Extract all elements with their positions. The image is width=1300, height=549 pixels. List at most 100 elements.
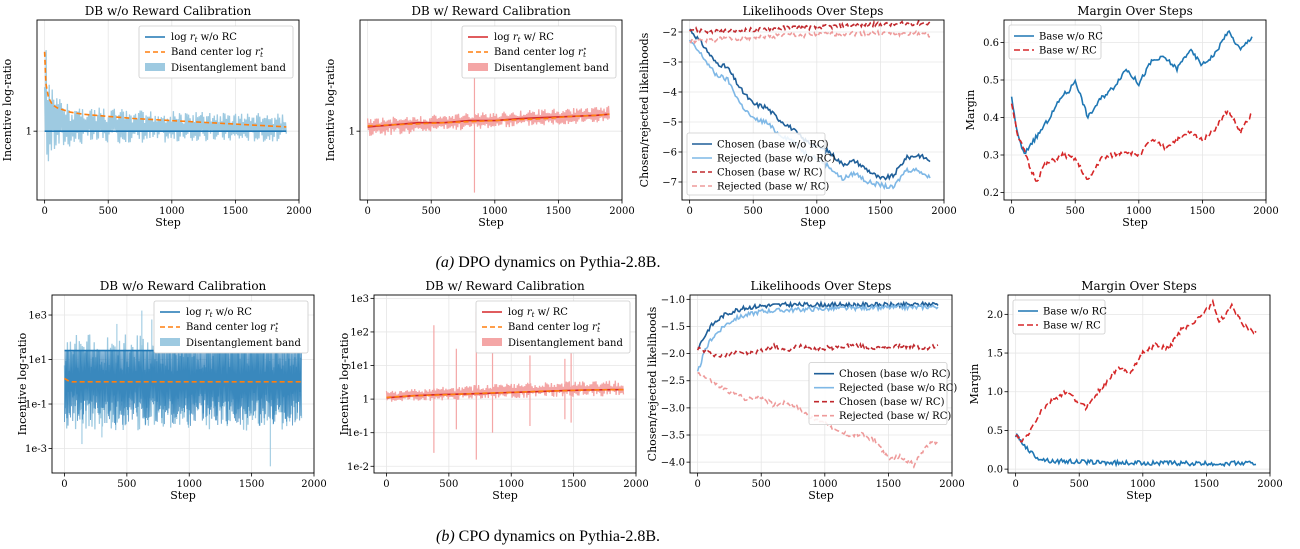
x-tick-label: 500 — [117, 479, 136, 490]
legend: Base w/o RC Base w/ RC — [1012, 299, 1107, 335]
disentanglement-band — [385, 380, 625, 402]
x-tick-label: 0 — [686, 206, 692, 217]
x-tick-label: 2000 — [623, 479, 648, 490]
x-tick-label: 0 — [694, 479, 700, 490]
y-tick-label: 1.5 — [987, 349, 1003, 360]
y-axis-label: Incentive log-ratio — [16, 332, 29, 435]
y-tick-label: 2.0 — [987, 310, 1003, 321]
y-tick-label: −1.0 — [661, 295, 685, 306]
x-tick-label: 1500 — [876, 479, 901, 490]
x-tick-label: 2000 — [939, 479, 964, 490]
x-tick-label: 0 — [383, 479, 389, 490]
x-axis-label: Step — [800, 216, 826, 229]
y-tick-label: 1e1 — [350, 361, 369, 372]
y-tick-label: −1.5 — [661, 322, 685, 333]
x-tick-label: 1000 — [499, 479, 524, 490]
y-tick-label: 0.6 — [983, 38, 999, 49]
legend-entry: Base w/ RC — [1043, 321, 1101, 332]
band-center-line — [367, 113, 610, 127]
x-tick-label: 1500 — [1194, 479, 1219, 490]
x-tick-label: 500 — [439, 479, 458, 490]
caption-b: (b) CPO dynamics on Pythia-2.8B. — [436, 528, 660, 545]
legend-entry: Rejected (base w/o RC) — [717, 154, 835, 165]
y-tick-label: −2.0 — [661, 349, 685, 360]
series-line-1 — [1015, 298, 1257, 443]
x-axis-label: Step — [170, 489, 196, 502]
legend-entry: Chosen (base w/o RC) — [717, 140, 829, 151]
legend-entry-log-rt: log rt w/ RC — [508, 307, 568, 319]
axes-frame — [51, 294, 315, 474]
x-axis-label: Step — [155, 216, 181, 229]
legend-entry-band: Disentanglement band — [508, 338, 623, 349]
y-tick-label: −3.0 — [661, 403, 685, 414]
y-tick-label: 1e-3 — [25, 444, 47, 455]
y-tick-label: −3.5 — [661, 431, 685, 442]
y-tick-label: −4 — [662, 88, 677, 99]
y-axis-label: Margin — [968, 364, 981, 405]
y-tick-label: 0.0 — [987, 465, 1003, 476]
chart-b4: Base w/o RC Base w/ RC 0 500 1000 1500 2000 0.0… — [968, 279, 1283, 502]
series-line-2 — [696, 341, 939, 358]
x-tick-label: 0 — [41, 206, 47, 217]
legend-entry: Rejected (base w/o RC) — [839, 383, 957, 394]
y-tick-label: 1.0 — [987, 387, 1003, 398]
y-tick-label: 0.4 — [983, 113, 999, 124]
y-axis-label: Chosen/rejected likelihoods — [646, 306, 659, 461]
y-tick-label: 0.3 — [983, 151, 999, 162]
x-tick-label: 1500 — [1190, 206, 1215, 217]
y-tick-label: 1e3 — [350, 294, 369, 305]
legend-entry: Base w/o RC — [1043, 307, 1107, 318]
chart-title: DB w/o Reward Calibration — [85, 4, 252, 18]
x-tick-label: 0 — [1012, 479, 1018, 490]
y-axis-label: Chosen/rejected likelihoods — [638, 32, 651, 187]
chart-title: Margin Over Steps — [1077, 4, 1193, 18]
x-tick-label: 1000 — [177, 479, 202, 490]
chart-title: Margin Over Steps — [1081, 279, 1197, 293]
series-line-0 — [1010, 29, 1253, 155]
chart-a4: Base w/o RC Base w/ RC 0 500 1000 1500 2000 0.2… — [964, 4, 1279, 229]
y-tick-label: −2 — [662, 28, 677, 39]
axes-frame — [681, 19, 945, 201]
x-tick-label: 2000 — [286, 206, 311, 217]
y-tick-label: 1e-1 — [347, 428, 369, 439]
legend-entry: Base w/ RC — [1039, 46, 1097, 57]
legend-entry: Chosen (base w/ RC) — [839, 397, 945, 408]
y-tick-label: 1 — [349, 127, 355, 138]
x-tick-label: 1500 — [868, 206, 893, 217]
x-tick-label: 1000 — [1126, 206, 1151, 217]
legend-entry-log-rt: log rt w/o RC — [186, 307, 252, 319]
x-tick-label: 1000 — [482, 206, 507, 217]
y-tick-label: 1 — [26, 127, 32, 138]
y-axis-label: Incentive log-ratio — [1, 58, 14, 161]
chart-title: DB w/o Reward Calibration — [100, 279, 267, 293]
axes-frame — [373, 294, 637, 474]
axes-frame — [359, 19, 623, 201]
y-tick-label: 1e2 — [350, 327, 369, 338]
x-tick-label: 2000 — [301, 479, 326, 490]
x-axis-label: Step — [492, 489, 518, 502]
legend: Chosen (base w/o RC) Rejected (base w/o R… — [686, 132, 835, 196]
chart-title: Likelihoods Over Steps — [743, 4, 884, 18]
legend-entry: Base w/o RC — [1039, 32, 1103, 43]
disentanglement-band — [366, 105, 610, 136]
series-line-1 — [696, 302, 939, 372]
x-tick-label: 2000 — [931, 206, 956, 217]
legend-entry-band: Disentanglement band — [171, 63, 286, 74]
legend-entry: Rejected (base w/ RC) — [717, 182, 829, 193]
y-tick-label: −2.5 — [661, 376, 685, 387]
x-tick-label: 1500 — [239, 479, 264, 490]
legend-entry-band-center: Band center log r⋆ t — [494, 45, 587, 59]
axes-frame — [36, 19, 300, 201]
y-tick-label: −4.0 — [661, 458, 685, 469]
chart-title: DB w/ Reward Calibration — [425, 279, 585, 293]
x-tick-label: 1000 — [159, 206, 184, 217]
x-tick-label: 500 — [1066, 206, 1085, 217]
x-tick-label: 2000 — [1257, 479, 1282, 490]
caption-a: (a) DPO dynamics on Pythia-2.8B. — [436, 254, 661, 271]
chart-title: DB w/ Reward Calibration — [411, 4, 571, 18]
y-tick-label: 0.5 — [987, 426, 1003, 437]
